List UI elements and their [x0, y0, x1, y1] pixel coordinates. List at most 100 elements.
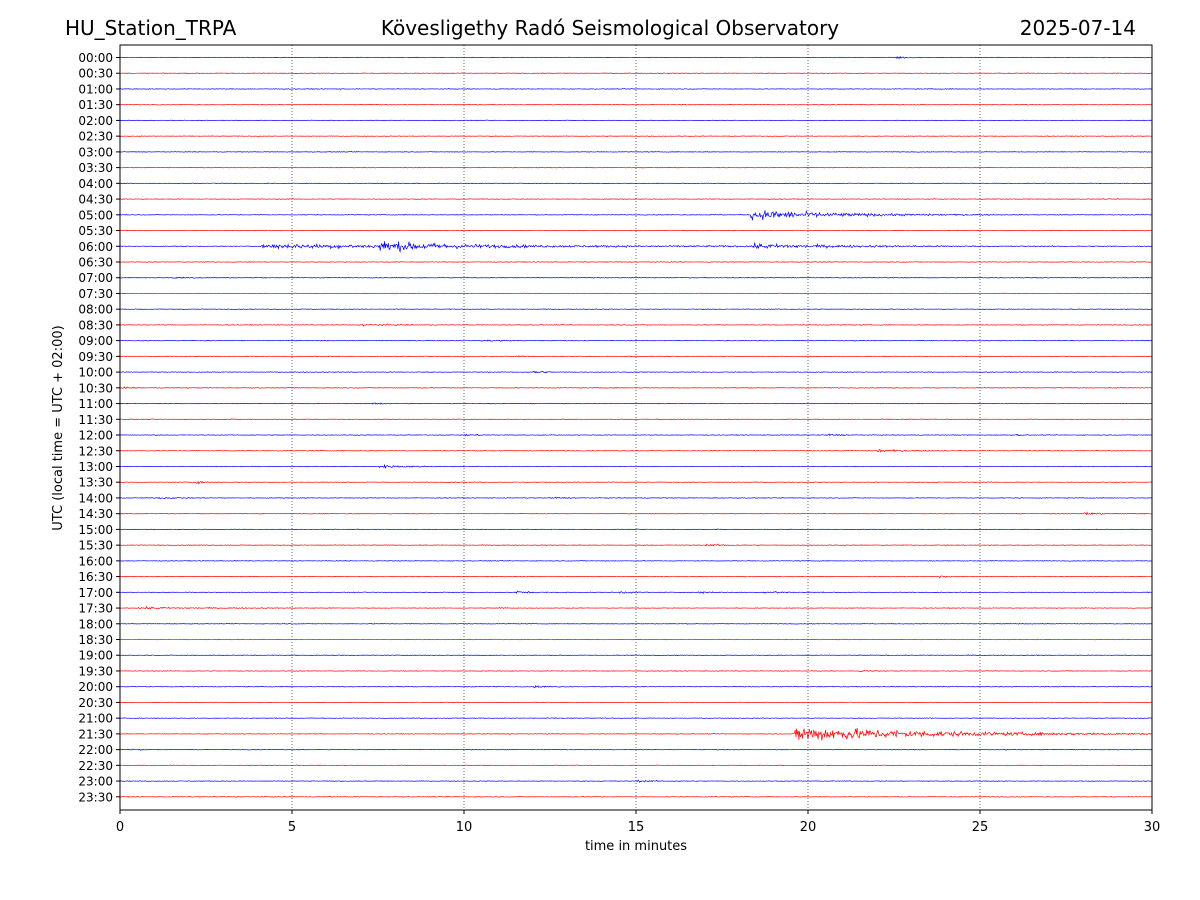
y-tick-label: 16:30 — [78, 570, 113, 584]
x-tick-label: 10 — [456, 820, 473, 835]
x-tick-label: 25 — [972, 820, 989, 835]
trace-0400 — [119, 182, 1153, 185]
y-tick-label: 23:00 — [78, 775, 113, 789]
y-tick-label: 07:30 — [78, 287, 113, 301]
trace-0130 — [119, 103, 1153, 106]
y-tick-label: 03:30 — [78, 161, 113, 175]
trace-1000 — [119, 370, 1152, 374]
y-tick-label: 15:00 — [78, 523, 113, 537]
y-tick-label: 03:00 — [78, 145, 113, 159]
y-tick-label: 12:00 — [78, 429, 113, 443]
trace-0600 — [119, 241, 1153, 253]
y-tick-label: 10:30 — [78, 381, 113, 395]
y-tick-label: 11:00 — [78, 397, 113, 411]
x-tick-label: 5 — [288, 820, 296, 835]
trace-0530 — [119, 229, 1153, 232]
trace-1430 — [119, 511, 1153, 516]
y-tick-label: 04:00 — [78, 177, 113, 191]
y-tick-label: 09:30 — [78, 350, 113, 364]
y-tick-label: 21:30 — [78, 727, 113, 741]
trace-1230 — [119, 449, 1153, 453]
trace-0500 — [119, 209, 1153, 221]
y-tick-label: 15:30 — [78, 539, 113, 553]
x-axis-ticks: 0 5 10 15 20 25 30 — [116, 810, 1160, 835]
y-tick-label: 09:00 — [78, 334, 113, 348]
y-tick-label: 08:30 — [78, 318, 113, 332]
trace-0700 — [119, 276, 1153, 279]
trace-1300 — [119, 463, 1153, 469]
trace-2300 — [119, 779, 1153, 783]
y-tick-label: 21:00 — [78, 712, 113, 726]
y-tick-label: 22:30 — [78, 759, 113, 773]
y-tick-label: 18:30 — [78, 633, 113, 647]
y-tick-label: 16:00 — [78, 554, 113, 568]
y-tick-label: 19:30 — [78, 664, 113, 678]
trace-2000 — [119, 685, 1153, 689]
x-tick-label: 20 — [800, 820, 817, 835]
y-tick-label: 00:00 — [78, 51, 113, 65]
y-tick-label: 20:00 — [78, 680, 113, 694]
trace-1100 — [119, 402, 1153, 405]
x-tick-label: 0 — [116, 820, 124, 835]
x-tick-label: 30 — [1144, 820, 1161, 835]
trace-0200 — [119, 119, 1153, 122]
trace-1930 — [119, 669, 1153, 672]
trace-0830 — [119, 323, 1153, 327]
y-axis-label: UTC (local time = UTC + 02:00) — [51, 325, 66, 530]
y-tick-label: 01:30 — [78, 98, 113, 112]
trace-2130 — [119, 727, 1153, 741]
y-tick-label: 20:30 — [78, 696, 113, 710]
trace-0930 — [119, 355, 1153, 358]
y-tick-label: 11:30 — [78, 413, 113, 427]
trace-1730 — [119, 605, 1153, 610]
y-tick-label: 17:30 — [78, 602, 113, 616]
chart-title: Kövesligethy Radó Seismological Observat… — [380, 16, 840, 40]
trace-1700 — [119, 590, 1153, 595]
trace-0800 — [119, 308, 1153, 310]
trace-1130 — [119, 418, 1153, 421]
trace-1530 — [119, 543, 1153, 547]
y-tick-label: 12:30 — [78, 444, 113, 458]
trace-2100 — [119, 717, 1153, 719]
trace-2230 — [119, 764, 1153, 767]
trace-0430 — [119, 198, 1153, 200]
y-tick-label: 07:00 — [78, 271, 113, 285]
record-date: 2025-07-14 — [1019, 16, 1136, 40]
trace-0000 — [119, 56, 1153, 60]
trace-1800 — [119, 623, 1153, 625]
y-tick-label: 02:00 — [78, 114, 113, 128]
trace-1500 — [119, 528, 1153, 531]
y-tick-label: 04:30 — [78, 193, 113, 207]
y-tick-label: 06:30 — [78, 255, 113, 269]
trace-2330 — [119, 795, 1153, 798]
trace-1200 — [119, 433, 1153, 437]
trace-0900 — [119, 339, 1153, 342]
x-axis-label: time in minutes — [585, 839, 687, 854]
trace-1630 — [120, 575, 1153, 579]
trace-2200 — [119, 748, 1153, 751]
trace-1600 — [119, 560, 1153, 562]
y-tick-label: 10:00 — [78, 366, 113, 380]
y-tick-label: 19:00 — [78, 649, 113, 663]
trace-1400 — [119, 496, 1153, 500]
y-tick-label: 13:30 — [78, 476, 113, 490]
y-tick-label: 05:00 — [78, 208, 113, 222]
y-tick-label: 23:30 — [78, 790, 113, 804]
trace-0330 — [119, 166, 1153, 169]
y-tick-label: 02:30 — [78, 130, 113, 144]
trace-1330 — [119, 480, 1153, 485]
vertical-grid — [291, 45, 981, 810]
trace-0230 — [119, 135, 1153, 138]
trace-0630 — [119, 261, 1153, 263]
trace-2030 — [119, 701, 1153, 704]
y-tick-label: 08:00 — [78, 303, 113, 317]
y-tick-label: 13:00 — [78, 460, 113, 474]
trace-1900 — [119, 654, 1153, 657]
y-tick-label: 18:00 — [78, 617, 113, 631]
trace-0100 — [119, 88, 1153, 90]
y-tick-label: 17:00 — [78, 586, 113, 600]
y-tick-label: 01:00 — [78, 82, 113, 96]
y-tick-label: 00:30 — [78, 67, 113, 81]
y-tick-label: 22:00 — [78, 743, 113, 757]
